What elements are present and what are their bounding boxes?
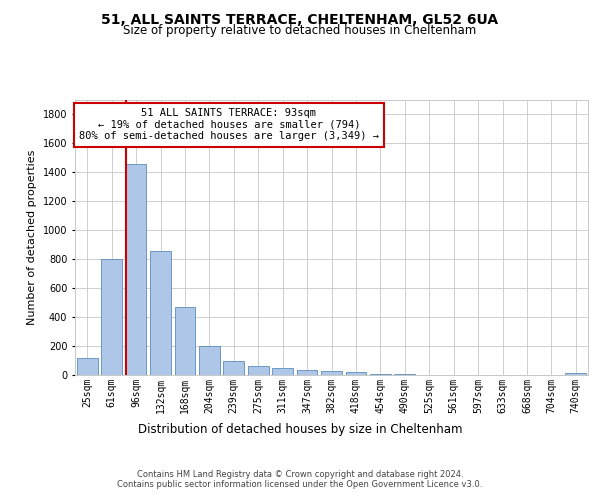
Bar bbox=[150, 250, 171, 375]
Bar bbox=[296, 370, 317, 375]
Bar bbox=[370, 374, 391, 375]
Bar bbox=[248, 366, 269, 375]
Bar bbox=[565, 373, 586, 375]
Bar bbox=[199, 346, 220, 375]
Bar bbox=[77, 358, 98, 375]
Bar bbox=[101, 259, 122, 375]
Text: 51, ALL SAINTS TERRACE, CHELTENHAM, GL52 6UA: 51, ALL SAINTS TERRACE, CHELTENHAM, GL52… bbox=[101, 12, 499, 26]
Bar bbox=[272, 368, 293, 375]
Text: Distribution of detached houses by size in Cheltenham: Distribution of detached houses by size … bbox=[138, 422, 462, 436]
Bar bbox=[125, 164, 146, 375]
Y-axis label: Number of detached properties: Number of detached properties bbox=[27, 150, 37, 325]
Bar bbox=[175, 307, 196, 375]
Bar bbox=[321, 370, 342, 375]
Bar bbox=[223, 360, 244, 375]
Bar bbox=[346, 372, 367, 375]
Text: Size of property relative to detached houses in Cheltenham: Size of property relative to detached ho… bbox=[124, 24, 476, 37]
Text: 51 ALL SAINTS TERRACE: 93sqm
← 19% of detached houses are smaller (794)
80% of s: 51 ALL SAINTS TERRACE: 93sqm ← 19% of de… bbox=[79, 108, 379, 142]
Text: Contains HM Land Registry data © Crown copyright and database right 2024.: Contains HM Land Registry data © Crown c… bbox=[137, 470, 463, 479]
Bar bbox=[394, 374, 415, 375]
Text: Contains public sector information licensed under the Open Government Licence v3: Contains public sector information licen… bbox=[118, 480, 482, 489]
